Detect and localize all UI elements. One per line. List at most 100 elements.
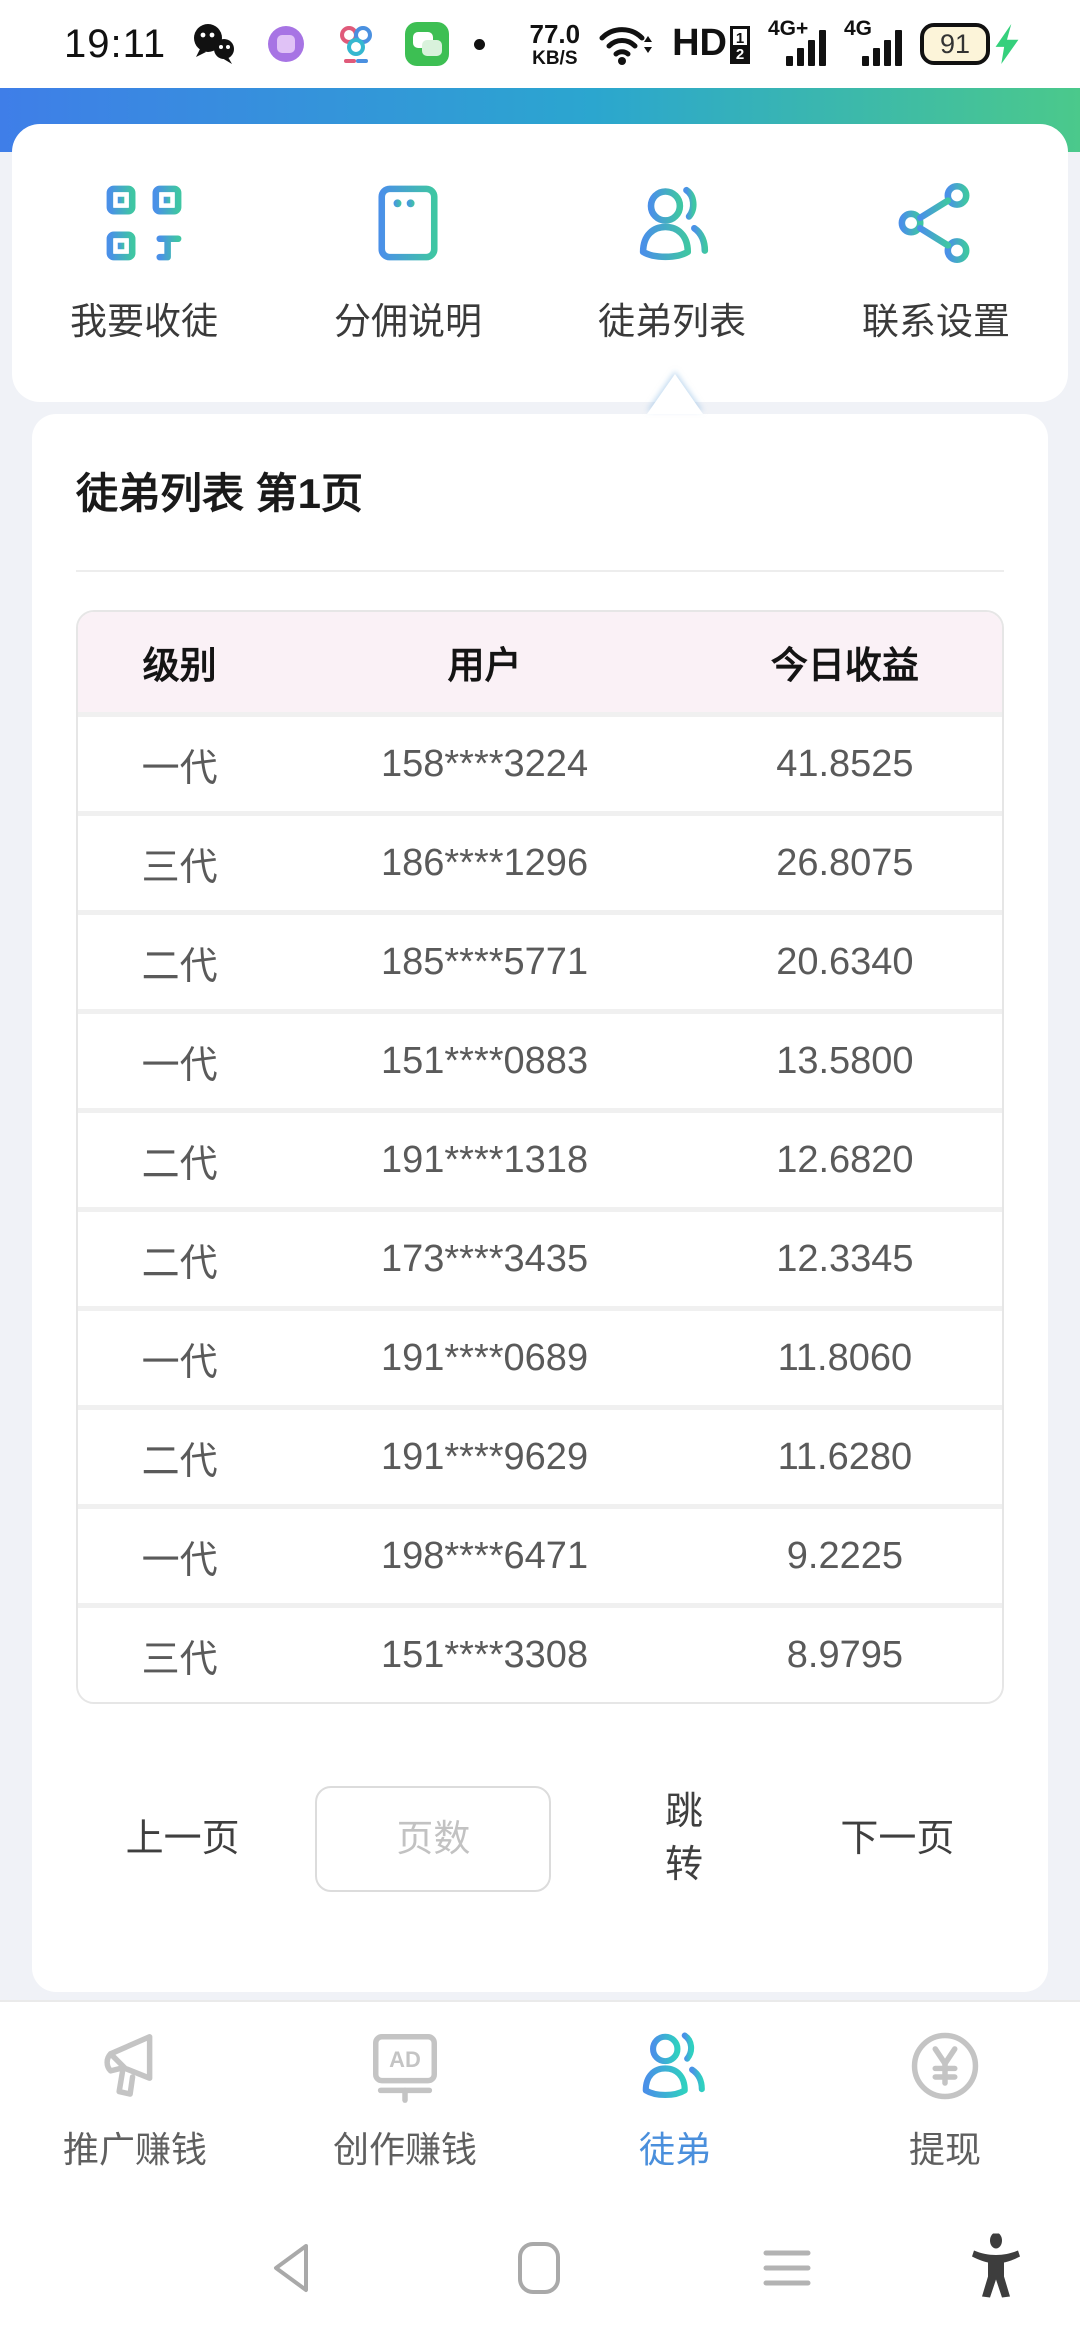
accessibility-icon — [972, 2232, 1020, 2298]
cell-user: 151****3308 — [380, 1633, 589, 1676]
recents-icon — [763, 2250, 811, 2286]
apprentice-table: 级别 用户 今日收益 一代 158****3224 41.8525 三代 186… — [76, 610, 1004, 1704]
people-icon — [642, 2032, 705, 2098]
tab-apprentice-list[interactable]: 徒弟列表 — [540, 181, 804, 345]
feature-tabs-card: 我要收徒 分佣说明 — [12, 124, 1068, 402]
svg-text:AD: AD — [389, 2047, 421, 2072]
network-speed: 77.0 KB/S — [529, 18, 581, 69]
cell-user: 151****0883 — [380, 1039, 589, 1082]
purple-app-icon — [268, 26, 305, 62]
cell-income: 12.3345 — [776, 1237, 914, 1280]
nav-item-apprentice[interactable]: 徒弟 — [540, 2002, 810, 2198]
cell-user: 191****1318 — [380, 1138, 589, 1181]
cell-income: 8.9795 — [786, 1633, 903, 1676]
cell-level: 二代 — [141, 1440, 218, 1483]
cell-level: 一代 — [141, 1539, 218, 1582]
cell-income: 26.8075 — [776, 841, 914, 884]
cell-income: 20.6340 — [776, 940, 914, 983]
pagination: 上一页 跳转 下一页 — [76, 1786, 1004, 1893]
tab-commission-info[interactable]: 分佣说明 — [276, 181, 540, 345]
apprentice-list-card: 徒弟列表 第1页 级别 用户 今日收益 一代 158****3224 41.85… — [32, 414, 1048, 1992]
table-row: 三代 151****3308 8.9795 — [78, 1603, 1002, 1702]
qr-code-icon — [106, 185, 182, 261]
bottom-nav: 推广赚钱 AD 创作赚钱 — [0, 2000, 1080, 2198]
page-number-input[interactable] — [315, 1786, 552, 1893]
cell-level: 二代 — [141, 945, 218, 988]
megaphone-icon — [104, 2034, 153, 2097]
cell-user: 186****1296 — [380, 841, 589, 884]
cell-user: 198****6471 — [380, 1534, 589, 1577]
accessibility-button[interactable] — [968, 2232, 1024, 2303]
prev-page-button[interactable]: 上一页 — [125, 1817, 240, 1860]
cell-income: 9.2225 — [786, 1534, 903, 1577]
table-body: 一代 158****3224 41.8525 三代 186****1296 26… — [78, 712, 1002, 1702]
cell-user: 185****5771 — [380, 940, 589, 983]
cell-income: 11.6280 — [777, 1435, 913, 1478]
next-page-button[interactable]: 下一页 — [840, 1817, 955, 1860]
cell-user: 173****3435 — [380, 1237, 589, 1280]
table-row: 二代 185****5771 20.6340 — [78, 910, 1002, 1009]
home-icon — [518, 2242, 560, 2294]
divider — [76, 570, 1004, 572]
page-title: 徒弟列表 第1页 — [76, 470, 364, 517]
cell-level: 一代 — [141, 1341, 218, 1384]
nav-item-withdraw[interactable]: 提现 — [810, 2002, 1080, 2198]
clock: 19:11 — [64, 21, 167, 66]
back-icon — [274, 2244, 308, 2292]
signal-4g-plus-icon: 4G+ — [768, 18, 826, 68]
table-row: 一代 191****0689 11.8060 — [78, 1306, 1002, 1405]
col-header-income: 今日收益 — [770, 645, 919, 686]
nav-label: 提现 — [908, 2129, 981, 2170]
table-header-row: 级别 用户 今日收益 — [78, 612, 1002, 712]
cell-level: 一代 — [141, 747, 218, 790]
cell-level: 三代 — [141, 846, 218, 889]
tab-label: 联系设置 — [862, 301, 1010, 342]
cell-level: 二代 — [141, 1242, 218, 1285]
cell-level: 一代 — [141, 1044, 218, 1087]
signal-4g-icon: 4G — [844, 18, 902, 68]
cell-income: 41.8525 — [776, 742, 914, 785]
table-row: 一代 151****0883 13.5800 — [78, 1009, 1002, 1108]
android-nav-bar — [0, 2196, 1080, 2340]
tab-contact-settings[interactable]: 联系设置 — [804, 181, 1068, 345]
cell-income: 13.5800 — [776, 1039, 914, 1082]
status-bar: 19:11 — [0, 0, 1080, 88]
nav-label: 徒弟 — [638, 2129, 711, 2170]
battery-indicator: 91 — [920, 23, 1020, 65]
cell-level: 二代 — [141, 1143, 218, 1186]
nav-item-create[interactable]: AD 创作赚钱 — [270, 2002, 540, 2198]
tab-label: 我要收徒 — [70, 301, 218, 342]
table-row: 三代 186****1296 26.8075 — [78, 811, 1002, 910]
wechat-icon — [194, 24, 235, 64]
cell-income: 11.8060 — [777, 1336, 913, 1379]
tab-label: 分佣说明 — [334, 301, 482, 342]
jump-button[interactable]: 跳转 — [664, 1791, 703, 1887]
wifi-icon — [599, 27, 653, 65]
ad-board-icon: AD — [373, 2034, 437, 2103]
cell-level: 三代 — [141, 1638, 218, 1681]
back-button[interactable] — [266, 2240, 318, 2296]
volte-hd-indicator: HD 1 2 — [672, 24, 750, 64]
table-row: 二代 191****1318 12.6820 — [78, 1108, 1002, 1207]
document-icon — [378, 185, 438, 261]
tab-label: 徒弟列表 — [598, 301, 746, 342]
col-header-level: 级别 — [142, 645, 217, 686]
col-header-user: 用户 — [447, 645, 522, 686]
tab-recruit[interactable]: 我要收徒 — [12, 181, 276, 345]
nav-item-promote[interactable]: 推广赚钱 — [0, 2002, 270, 2198]
clover-app-icon — [340, 26, 373, 63]
selected-tab-caret — [647, 374, 703, 414]
charging-bolt-icon — [995, 24, 1019, 64]
recents-button[interactable] — [760, 2243, 814, 2293]
table-row: 一代 198****6471 9.2225 — [78, 1504, 1002, 1603]
person-icon — [639, 186, 709, 261]
table-row: 二代 191****9629 11.6280 — [78, 1405, 1002, 1504]
table-row: 一代 158****3224 41.8525 — [78, 712, 1002, 811]
home-button[interactable] — [514, 2239, 564, 2297]
nav-label: 创作赚钱 — [332, 2129, 477, 2170]
yen-coin-icon — [911, 2032, 979, 2100]
battery-percent: 91 — [920, 23, 990, 65]
messages-icon — [405, 22, 450, 66]
nav-label: 推广赚钱 — [62, 2129, 207, 2170]
